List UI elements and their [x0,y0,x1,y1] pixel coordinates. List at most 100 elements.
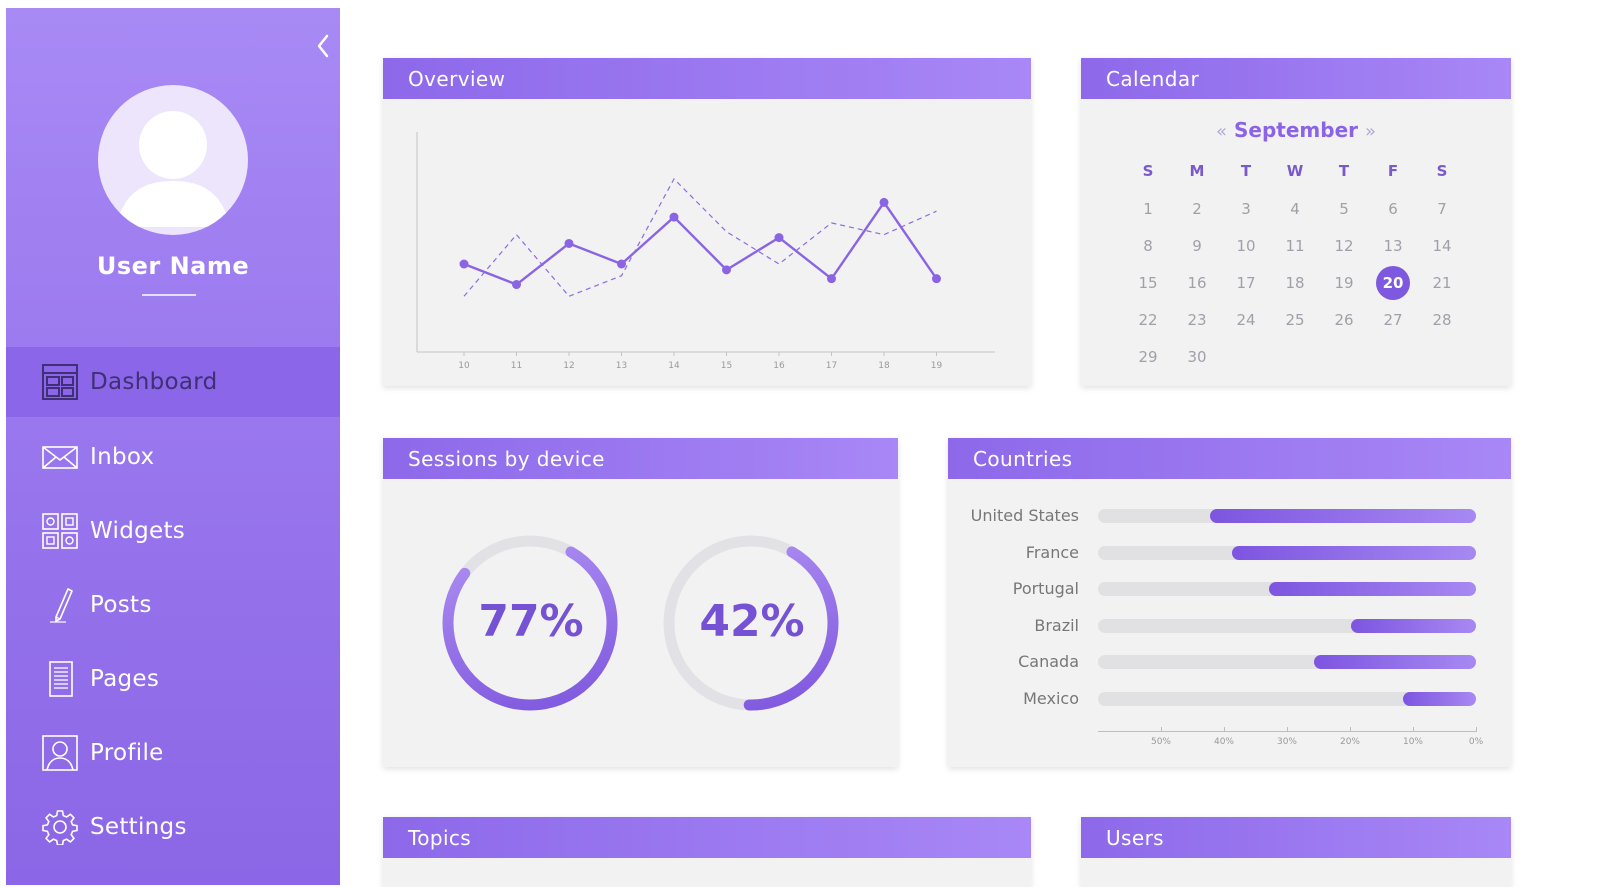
country-label: United States [970,506,1079,525]
nav-widgets[interactable]: Widgets [6,496,340,566]
calendar-day[interactable]: 5 [1339,200,1349,218]
countries-axis-tick-label: 20% [1339,737,1360,747]
calendar-day[interactable]: 26 [1334,311,1354,329]
series-point[interactable] [459,259,469,269]
calendar-day[interactable]: 8 [1143,237,1153,255]
calendar-day[interactable]: 24 [1236,311,1256,329]
country-bar[interactable] [1209,509,1476,523]
calendar-day[interactable]: 16 [1187,274,1207,292]
donut-label-2: 42% [699,596,805,647]
calendar-day[interactable]: 23 [1187,311,1207,329]
calendar-day[interactable]: 18 [1285,274,1305,292]
next-month-button[interactable]: » [1364,121,1376,142]
calendar-day[interactable]: 25 [1285,311,1305,329]
series-point[interactable] [617,259,626,269]
x-tick-label: 19 [931,361,943,371]
nav-label-dashboard: Dashboard [90,369,218,395]
country-bar-track [1098,691,1476,706]
calendar-day[interactable]: 28 [1432,311,1452,329]
series-point[interactable] [669,212,679,222]
sidebar: User Name Dashboard Inbox [6,8,340,885]
calendar-day[interactable]: 22 [1138,311,1158,329]
calendar-day[interactable]: 9 [1192,237,1202,255]
calendar-day[interactable]: 21 [1432,274,1452,292]
nav-label-posts: Posts [90,592,152,618]
calendar-day[interactable]: 7 [1437,200,1447,218]
country-bar[interactable] [1231,545,1476,560]
countries-axis-tick-label: 30% [1276,737,1297,747]
topics-title: Topics [408,826,472,850]
nav-settings[interactable]: Settings [6,792,340,862]
calendar-day[interactable]: 13 [1383,237,1403,255]
weekday-label: M [1189,162,1205,180]
nav-inbox[interactable]: Inbox [6,422,340,492]
nav-dashboard[interactable]: Dashboard [6,347,340,417]
x-tick-label: 16 [773,361,785,371]
calendar-day[interactable]: 17 [1236,274,1256,292]
calendar-day[interactable]: 29 [1138,348,1158,366]
calendar-day-selected[interactable]: 20 [1373,266,1413,300]
series-point[interactable] [774,233,784,243]
donut-label-1: 77% [478,596,584,647]
calendar-day[interactable]: 27 [1383,311,1403,329]
series-line-solid [463,201,938,286]
calendar-day[interactable]: 14 [1432,237,1452,255]
nav-pages[interactable]: Pages [6,644,340,714]
series-point[interactable] [827,274,836,284]
calendar-day[interactable]: 30 [1187,348,1207,366]
series-point[interactable] [879,197,889,207]
calendar-day[interactable]: 10 [1236,237,1256,255]
calendar-day[interactable]: 15 [1138,274,1158,292]
countries-axis-tick [1476,727,1477,732]
country-bar[interactable] [1350,618,1476,633]
calendar-header: Calendar [1081,58,1511,99]
users-card: Users [1081,817,1511,887]
calendar-day[interactable]: 4 [1290,200,1300,218]
series-line-dashed [463,177,937,297]
calendar-day[interactable]: 2 [1192,200,1202,218]
calendar-title: Calendar [1106,67,1200,91]
overview-card: Overview 10 11 12 13 14 15 16 17 18 19 [383,58,1031,386]
calendar-day[interactable]: 6 [1388,200,1398,218]
calendar-day[interactable]: 1 [1143,200,1153,218]
country-label: Mexico [1023,688,1079,708]
collapse-sidebar-icon[interactable] [312,28,336,64]
country-bar[interactable] [1313,655,1476,669]
country-bar-track [1098,545,1476,560]
countries-axis-tick [1161,727,1162,732]
nav-label-profile: Profile [90,740,164,766]
user-name: User Name [96,252,250,280]
calendar-month-label: September [1234,118,1358,142]
calendar-day[interactable]: 11 [1285,237,1305,255]
series-point[interactable] [932,274,941,284]
widgets-grid-icon [42,513,78,549]
country-bar-track [1098,618,1476,633]
x-tick-label: 17 [826,361,837,371]
nav-profile[interactable]: Profile [6,718,340,788]
calendar-day[interactable]: 19 [1334,274,1354,292]
country-bar[interactable] [1403,691,1476,706]
countries-axis-tick-label: 10% [1402,737,1423,747]
gear-icon [42,810,78,845]
x-tick-label: 13 [616,361,627,371]
country-label: Portugal [1012,579,1079,598]
countries-axis-tick [1287,727,1288,732]
country-label: Brazil [1034,615,1079,635]
user-name-underline [142,294,196,296]
country-bar[interactable] [1269,582,1476,596]
calendar-day[interactable]: 12 [1334,237,1354,255]
calendar-day[interactable]: 3 [1241,200,1251,218]
calendar-month-nav: « September » [1081,118,1511,142]
country-label: France [1025,542,1079,562]
avatar[interactable] [98,85,248,235]
country-bar-track [1098,509,1476,523]
nav-posts[interactable]: Posts [6,570,340,640]
prev-month-button[interactable]: « [1216,121,1228,142]
series-point[interactable] [722,265,731,275]
country-bar-track [1098,582,1476,596]
series-point[interactable] [512,280,521,290]
series-point[interactable] [564,238,574,248]
weekday-label: T [1338,162,1350,180]
x-tick-label: 18 [878,361,890,371]
